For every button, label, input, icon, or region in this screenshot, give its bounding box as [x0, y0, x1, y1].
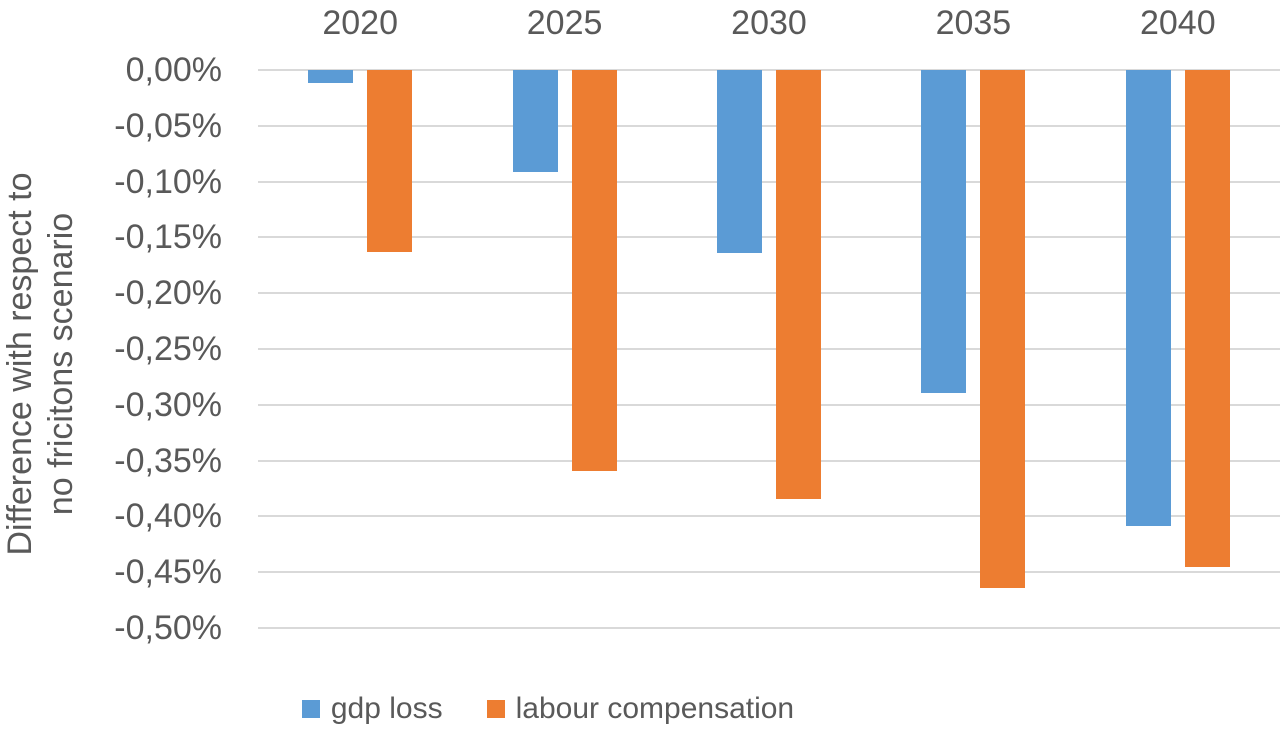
- legend-swatch-icon: [486, 700, 505, 718]
- gridline: [258, 403, 1280, 406]
- bar-labour-compensation-2040: [1184, 70, 1230, 567]
- y-tick-label: -0,50%: [114, 609, 222, 647]
- bar-labour-compensation-2035: [980, 70, 1026, 588]
- y-tick-label: -0,05%: [114, 106, 222, 145]
- y-tick-label: -0,35%: [114, 441, 222, 480]
- gridline: [258, 180, 1280, 183]
- legend-item-labour-compensation: labour compensation: [486, 692, 795, 725]
- gridline: [258, 236, 1280, 239]
- bar-gdp-loss-2030: [717, 70, 762, 254]
- bar-gdp-loss-2025: [512, 70, 558, 172]
- bar-gdp-loss-2020: [308, 70, 354, 84]
- gridline: [258, 571, 1280, 574]
- category-label: 2035: [935, 4, 1012, 42]
- legend-item-gdp-loss: gdp loss: [301, 692, 443, 725]
- y-tick-label: -0,40%: [114, 497, 222, 536]
- gridline: [258, 515, 1280, 518]
- y-tick-label: -0,30%: [114, 385, 222, 424]
- category-label: 2030: [731, 4, 807, 42]
- legend-swatch-icon: [301, 700, 320, 718]
- legend-label: labour compensation: [515, 692, 795, 725]
- gridline: [258, 348, 1280, 350]
- legend-label: gdp loss: [330, 692, 443, 725]
- bar-labour-compensation-2030: [776, 70, 821, 499]
- y-axis-title: Difference with respect to no fricitons …: [0, 124, 84, 604]
- y-tick-label: 0,00%: [125, 51, 222, 89]
- y-tick-label: -0,25%: [114, 330, 222, 368]
- y-tick-label: -0,10%: [114, 162, 222, 201]
- y-tick-label: -0,20%: [114, 274, 222, 313]
- category-label: 2025: [526, 4, 603, 42]
- category-label: 2020: [322, 4, 398, 42]
- y-axis-title-line1: Difference with respect to: [1, 172, 39, 556]
- plot-area: [258, 69, 1280, 629]
- gridline: [258, 124, 1280, 127]
- category-label: 2040: [1139, 4, 1216, 42]
- bar-gdp-loss-2040: [1125, 70, 1171, 527]
- gridline: [258, 292, 1280, 295]
- y-axis-title-line2: no fricitons scenario: [42, 212, 81, 516]
- bar-gdp-loss-2035: [921, 70, 967, 393]
- gridline: [258, 459, 1280, 462]
- bar-labour-compensation-2025: [571, 70, 617, 471]
- gridline: [258, 627, 1280, 629]
- bar-labour-compensation-2020: [367, 70, 413, 252]
- y-tick-label: -0,45%: [114, 553, 222, 592]
- gridline: [258, 69, 1280, 71]
- y-tick-label: -0,15%: [114, 218, 222, 257]
- legend: gdp loss labour compensation: [0, 686, 1188, 731]
